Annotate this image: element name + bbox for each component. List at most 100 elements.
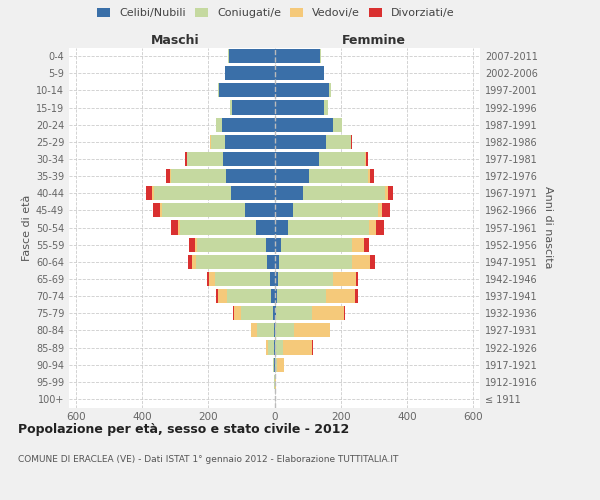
Bar (275, 238, 281, 252)
Bar (369, 220, 376, 234)
Bar (197, 238, 266, 252)
Bar (376, 220, 383, 234)
Bar (293, 204, 378, 218)
Bar (277, 358, 284, 372)
Bar (352, 255, 370, 269)
Bar (241, 306, 273, 320)
Bar (192, 255, 196, 269)
Bar (188, 238, 194, 252)
Bar (227, 289, 271, 303)
Bar (277, 289, 326, 303)
Bar (216, 118, 222, 132)
Bar (273, 358, 274, 372)
Bar (294, 324, 329, 338)
Bar (275, 324, 294, 338)
Bar (355, 289, 358, 303)
Bar (232, 186, 275, 200)
Bar (326, 289, 355, 303)
Bar (370, 169, 374, 183)
Bar (153, 204, 160, 218)
Y-axis label: Fasce di età: Fasce di età (22, 194, 32, 260)
Bar (275, 66, 323, 80)
Bar (319, 152, 365, 166)
Bar (162, 204, 245, 218)
Bar (187, 152, 223, 166)
Bar (146, 186, 152, 200)
Bar (302, 186, 385, 200)
Bar (207, 272, 209, 286)
Bar (275, 358, 277, 372)
Bar (275, 204, 293, 218)
Bar (281, 238, 352, 252)
Bar (194, 238, 197, 252)
Bar (356, 272, 358, 286)
Bar (180, 220, 256, 234)
Bar (280, 255, 352, 269)
Bar (278, 272, 334, 286)
Bar (226, 169, 275, 183)
Bar (188, 255, 192, 269)
Bar (283, 340, 312, 354)
Bar (222, 118, 275, 132)
Bar (275, 135, 326, 149)
Bar (275, 289, 277, 303)
Bar (154, 186, 232, 200)
Bar (273, 306, 275, 320)
Bar (385, 186, 388, 200)
Bar (170, 169, 171, 183)
Bar (178, 220, 180, 234)
Bar (275, 186, 302, 200)
Bar (275, 272, 278, 286)
Bar (275, 255, 280, 269)
Bar (251, 324, 257, 338)
Text: COMUNE DI ERACLEA (VE) - Dati ISTAT 1° gennaio 2012 - Elaborazione TUTTITALIA.IT: COMUNE DI ERACLEA (VE) - Dati ISTAT 1° g… (18, 455, 398, 464)
Bar (266, 340, 268, 354)
Bar (275, 169, 310, 183)
Bar (275, 84, 329, 98)
Bar (312, 340, 313, 354)
Bar (196, 255, 267, 269)
Bar (233, 306, 234, 320)
Bar (211, 135, 226, 149)
Y-axis label: Anni di nascita: Anni di nascita (543, 186, 553, 269)
Bar (364, 238, 369, 252)
Bar (323, 66, 324, 80)
Bar (274, 324, 275, 338)
Text: Maschi: Maschi (151, 34, 199, 48)
Bar (226, 66, 275, 80)
Bar (329, 84, 331, 98)
Bar (275, 100, 323, 114)
Bar (275, 49, 320, 63)
Bar (365, 152, 366, 166)
Bar (232, 100, 275, 114)
Bar (218, 84, 219, 98)
Bar (344, 306, 346, 320)
Bar (368, 169, 370, 183)
Bar (378, 204, 382, 218)
Bar (274, 340, 275, 354)
Bar (351, 135, 352, 149)
Bar (266, 238, 275, 252)
Bar (216, 289, 218, 303)
Bar (245, 204, 275, 218)
Bar (326, 135, 351, 149)
Bar (352, 238, 364, 252)
Bar (275, 306, 276, 320)
Bar (269, 272, 275, 286)
Bar (323, 100, 328, 114)
Bar (185, 152, 187, 166)
Bar (209, 135, 210, 149)
Bar (276, 306, 312, 320)
Bar (275, 340, 283, 354)
Bar (166, 169, 170, 183)
Bar (271, 289, 275, 303)
Bar (288, 220, 369, 234)
Bar (171, 220, 178, 234)
Bar (332, 118, 342, 132)
Bar (275, 152, 319, 166)
Bar (275, 220, 288, 234)
Bar (215, 272, 269, 286)
Bar (256, 220, 275, 234)
Bar (382, 204, 389, 218)
Bar (219, 84, 275, 98)
